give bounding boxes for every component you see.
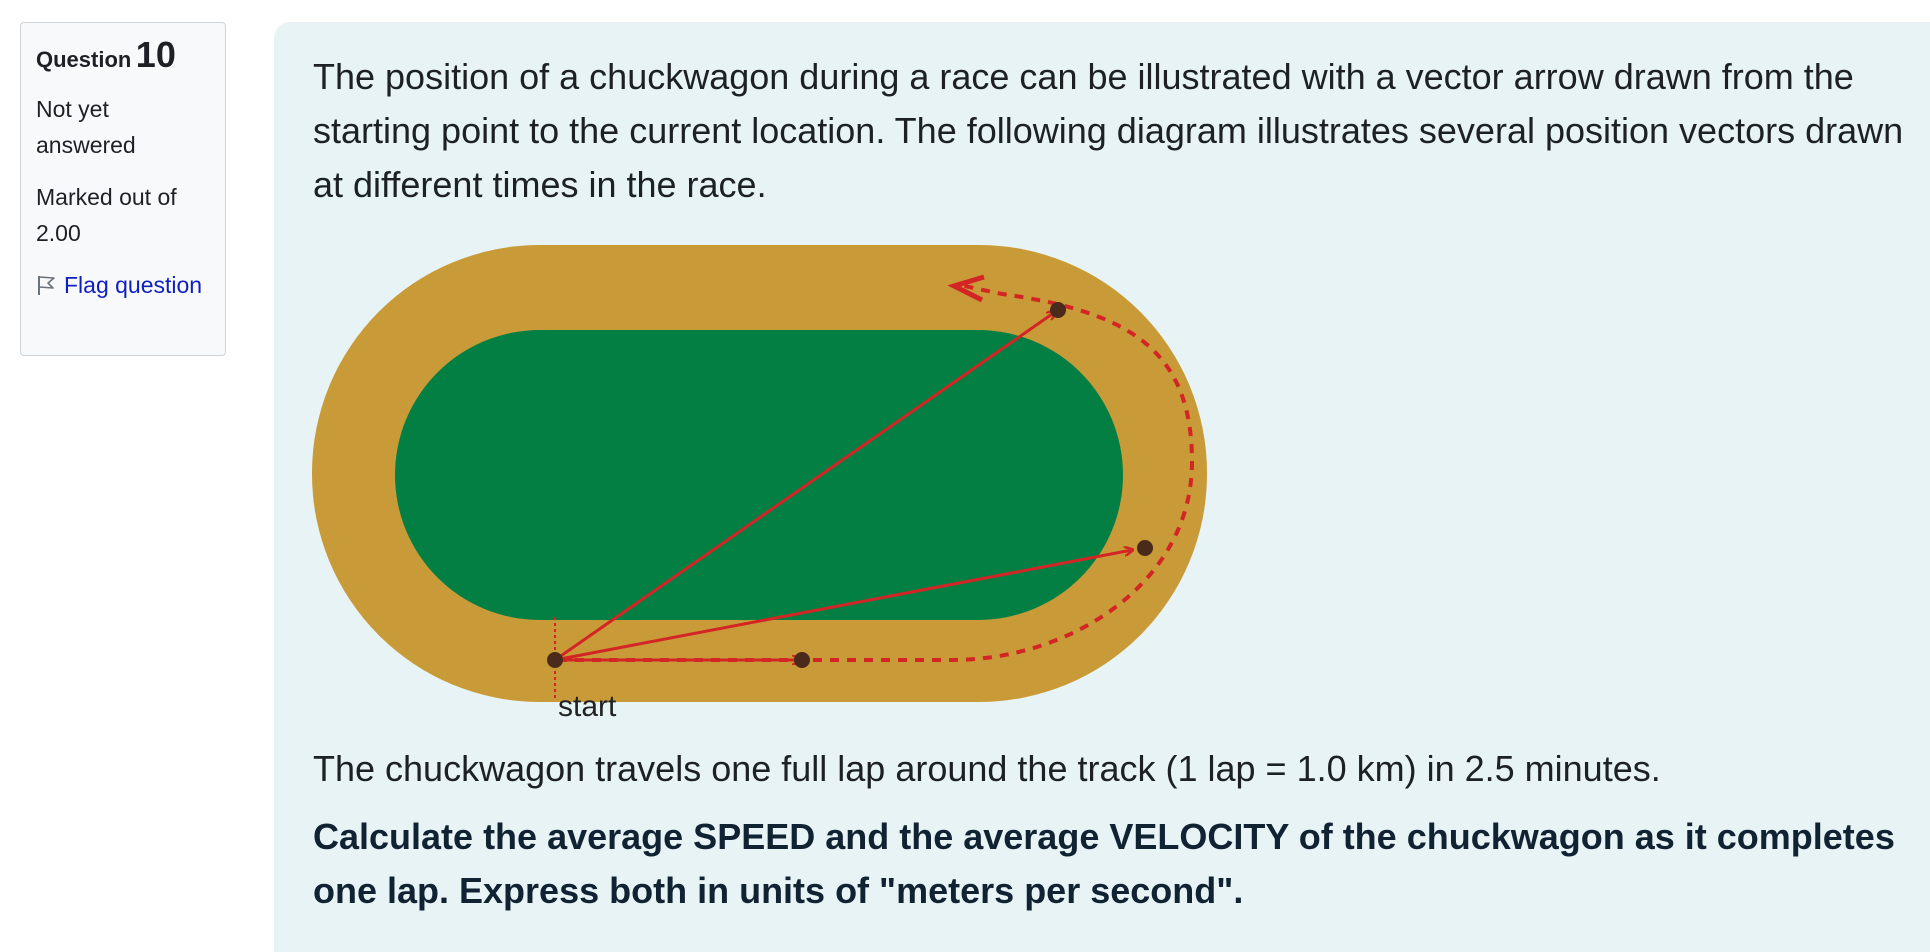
question-info-panel: Question 10 Not yet answered Marked out … (20, 22, 226, 356)
dashed-path (558, 283, 1195, 662)
infield (395, 330, 1123, 620)
track-diagram-svg (312, 245, 1207, 702)
flag-icon (36, 270, 58, 295)
start-point (547, 652, 563, 668)
vector-2 (554, 550, 1132, 662)
question-label: Question (36, 47, 132, 72)
question-content: The position of a chuckwagon during a ra… (274, 22, 1930, 952)
lap-info-text: The chuckwagon travels one full lap arou… (313, 748, 1661, 789)
question-intro-text: The position of a chuckwagon during a ra… (313, 56, 1904, 205)
position-point-2 (1137, 540, 1153, 556)
vector-3 (554, 312, 1055, 662)
start-label: start (558, 690, 617, 723)
flag-question-label: Flag question (64, 272, 203, 298)
question-grade: Marked out of 2.00 (36, 184, 177, 246)
track-diagram: start (312, 222, 1212, 742)
position-point-3 (1050, 302, 1066, 318)
flag-question-link[interactable]: Flag question (36, 267, 210, 303)
task-text: Calculate the average SPEED and the aver… (313, 816, 1895, 911)
question-state: Not yet answered (36, 96, 136, 158)
position-point-1 (794, 652, 810, 668)
question-number: 10 (135, 34, 176, 75)
question-number-heading: Question 10 (36, 37, 210, 73)
path-arrow-tip (947, 274, 985, 303)
